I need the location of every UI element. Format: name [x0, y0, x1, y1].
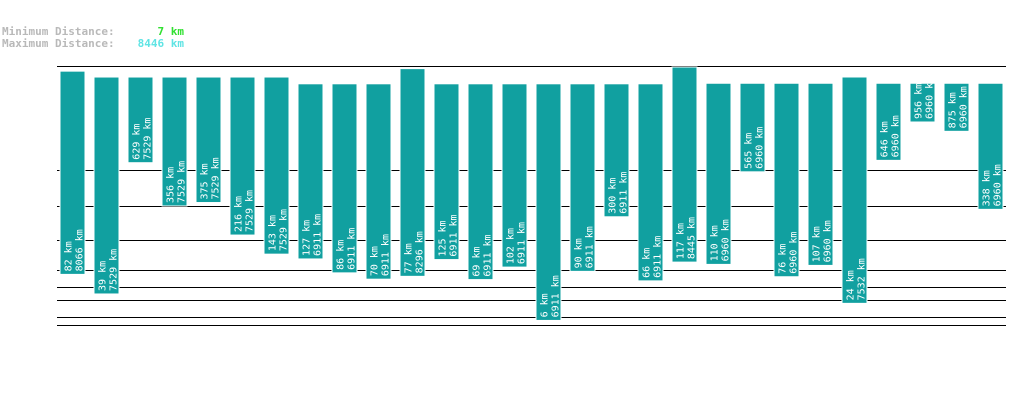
- min-distance-label: 143 km: [268, 215, 279, 251]
- distance-bar: [297, 83, 324, 260]
- min-distance-label: 629 km: [132, 124, 143, 160]
- distance-bar: [59, 70, 86, 275]
- min-distance-label: 565 km: [744, 133, 755, 169]
- min-distance-label: 66 km: [642, 248, 653, 278]
- distance-bar: [433, 83, 460, 261]
- min-distance-label: 90 km: [574, 238, 585, 268]
- max-distance-label: 7529 km: [143, 118, 154, 160]
- distance-bar: [467, 83, 494, 281]
- min-distance-label: 86 km: [336, 240, 347, 270]
- maximum-distance-value: 8446 km: [137, 37, 184, 50]
- min-distance-label: 24 km: [846, 270, 857, 300]
- max-distance-label: 6911 km: [517, 222, 528, 264]
- min-distance-label: 956 km: [914, 83, 925, 119]
- min-distance-label: 356 km: [166, 167, 177, 203]
- max-distance-label: 6960 km: [993, 164, 1004, 206]
- max-distance-label: 6911 km: [313, 214, 324, 256]
- distance-bar: [195, 76, 222, 204]
- max-distance-label: 8445 km: [687, 217, 698, 259]
- min-distance-label: 77 km: [404, 243, 415, 273]
- max-distance-label: 6960 km: [823, 220, 834, 262]
- min-distance-label: 375 km: [200, 163, 211, 199]
- distance-bar: [977, 82, 1004, 210]
- max-distance-label: 7529 km: [177, 161, 188, 203]
- maximum-distance-row: Maximum Distance: 8446 km: [2, 38, 184, 50]
- min-distance-label: 300 km: [608, 178, 619, 214]
- min-distance-label: 216 km: [234, 196, 245, 232]
- min-distance-label: 117 km: [676, 223, 687, 259]
- min-distance-label: 82 km: [64, 241, 75, 271]
- max-distance-label: 6911 km: [551, 275, 562, 317]
- distance-bar: [127, 76, 154, 164]
- distance-bar: [841, 76, 868, 304]
- min-distance-label: 70 km: [370, 246, 381, 276]
- distance-bar: [637, 83, 664, 282]
- min-distance-label: 6 km: [540, 293, 551, 317]
- distance-bar: [671, 66, 698, 263]
- max-distance-label: 7529 km: [245, 190, 256, 232]
- min-distance-label: 102 km: [506, 228, 517, 264]
- maximum-distance-label: Maximum Distance:: [2, 37, 115, 50]
- distance-bar: [943, 82, 970, 132]
- max-distance-label: 7529 km: [109, 249, 120, 291]
- min-distance-label: 76 km: [778, 244, 789, 274]
- distance-bar: [875, 82, 902, 161]
- distance-bar: [535, 83, 562, 321]
- max-distance-label: 8296 km: [415, 231, 426, 273]
- min-distance-label: 127 km: [302, 220, 313, 256]
- max-distance-label: 7532 km: [857, 258, 868, 300]
- max-distance-label: 6960 km: [755, 127, 766, 169]
- max-distance-label: 6911 km: [585, 226, 596, 268]
- max-distance-label: 6911 km: [381, 234, 392, 276]
- min-distance-label: 107 km: [812, 226, 823, 262]
- max-distance-label: 6960 km: [891, 115, 902, 157]
- max-distance-label: 6960 km: [959, 86, 970, 128]
- distance-summary: Minimum Distance: 7 km Maximum Distance: 8…: [2, 26, 184, 50]
- distance-bar: [773, 82, 800, 278]
- max-distance-label: 6960 km: [721, 219, 732, 261]
- distance-bar: [705, 82, 732, 265]
- distance-bar: [331, 83, 358, 274]
- distance-bar: [501, 83, 528, 268]
- minimum-distance-label: Minimum Distance:: [2, 25, 115, 38]
- min-distance-label: 875 km: [948, 92, 959, 128]
- max-distance-label: 6911 km: [653, 236, 664, 278]
- distance-bar: [229, 76, 256, 236]
- max-distance-label: 6911 km: [483, 234, 494, 276]
- distance-bar: [739, 82, 766, 173]
- min-distance-label: 69 km: [472, 246, 483, 276]
- distance-bar: [399, 68, 426, 277]
- distance-bar: [263, 76, 290, 255]
- distance-bar: [365, 83, 392, 280]
- minimum-distance-row: Minimum Distance: 7 km: [2, 26, 184, 38]
- max-distance-label: 6911 km: [347, 228, 358, 270]
- distance-bar: [569, 83, 596, 272]
- min-distance-label: 338 km: [982, 170, 993, 206]
- max-distance-label: 6911 km: [449, 214, 460, 256]
- max-distance-label: 7529 km: [211, 157, 222, 199]
- distance-bar: [93, 76, 120, 295]
- distance-bar: [807, 82, 834, 266]
- max-distance-label: 6960 km: [925, 77, 936, 119]
- min-distance-label: 125 km: [438, 220, 449, 256]
- min-distance-label: 646 km: [880, 121, 891, 157]
- max-distance-label: 7529 km: [279, 209, 290, 251]
- distance-bar: [161, 76, 188, 207]
- bar-layer: [59, 66, 1004, 321]
- minimum-distance-value: 7 km: [157, 25, 185, 38]
- max-distance-label: 6960 km: [789, 232, 800, 274]
- distance-bar: [909, 82, 936, 123]
- distance-bar: [603, 83, 630, 218]
- max-distance-label: 8066 km: [75, 229, 86, 271]
- min-distance-label: 110 km: [710, 225, 721, 261]
- max-distance-label: 6911 km: [619, 172, 630, 214]
- min-distance-label: 39 km: [98, 261, 109, 291]
